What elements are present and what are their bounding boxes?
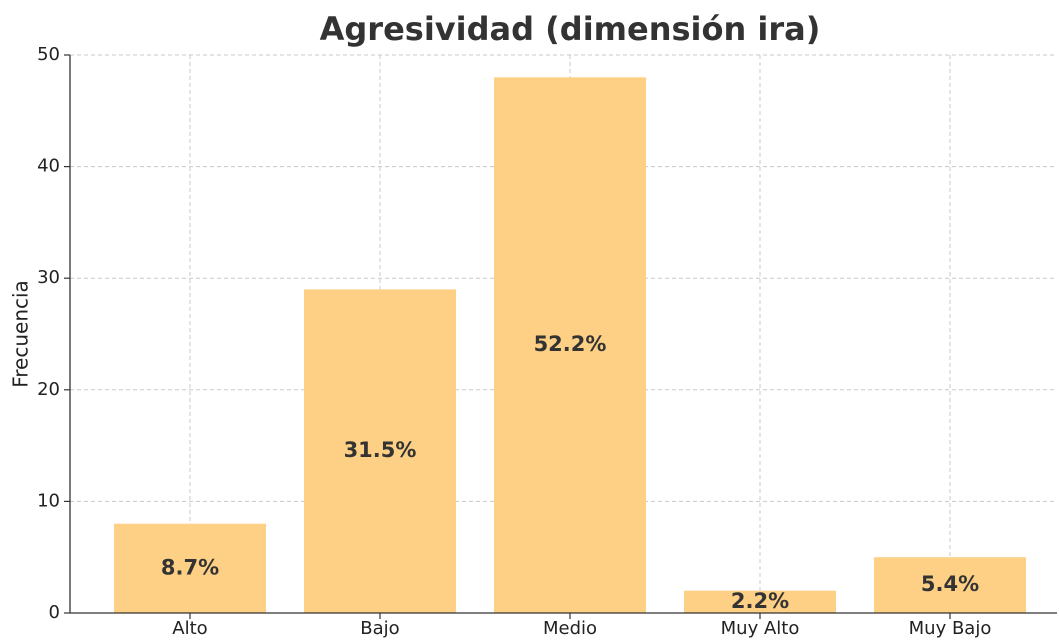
bar-label: 2.2%	[731, 589, 789, 613]
y-tick-label: 50	[37, 44, 60, 65]
x-tick-label: Alto	[172, 618, 207, 639]
bar	[494, 77, 646, 613]
y-tick-label: 0	[49, 602, 60, 623]
bar-label: 31.5%	[344, 438, 417, 462]
x-tick-label: Muy Bajo	[909, 618, 992, 639]
y-tick-label: 40	[37, 156, 60, 177]
bar	[684, 590, 836, 613]
bar-label: 52.2%	[534, 332, 607, 356]
y-tick-label: 10	[37, 490, 60, 511]
y-tick-label: 20	[37, 379, 60, 400]
x-tick-label: Medio	[543, 618, 597, 639]
bar	[114, 523, 266, 613]
bar-label: 8.7%	[161, 555, 219, 579]
bar	[304, 289, 456, 613]
y-tick-label: 30	[37, 267, 60, 288]
x-tick-label: Bajo	[360, 618, 399, 639]
chart-title: Agresividad (dimensión ira)	[320, 10, 821, 48]
bar-label: 5.4%	[921, 572, 979, 596]
x-tick-label: Muy Alto	[721, 618, 800, 639]
bar	[874, 557, 1026, 613]
bars	[114, 77, 1026, 613]
foreground: 0 10 20 30 40 50 Alto 8.7% Bajo 31.5% Medio 52.2% Mu…	[37, 44, 1057, 639]
y-axis-label: Frecuencia	[9, 280, 33, 388]
